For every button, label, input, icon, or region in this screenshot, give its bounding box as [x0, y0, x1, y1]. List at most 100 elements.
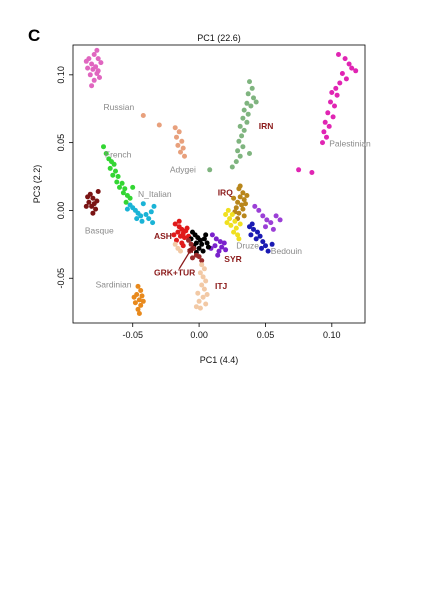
data-point: [244, 193, 250, 198]
data-point: [135, 306, 141, 312]
data-point: [203, 278, 209, 284]
data-point: [239, 202, 245, 208]
x-axis-title: PC1 (4.4): [200, 355, 239, 365]
data-point: [265, 248, 271, 254]
data-point: [119, 180, 125, 186]
data-point: [213, 236, 219, 242]
data-point: [176, 129, 182, 135]
y-tick-label: 0.10: [56, 66, 66, 84]
data-point: [263, 224, 268, 230]
data-point: [196, 254, 202, 260]
data-point: [127, 195, 133, 201]
data-point: [346, 61, 352, 67]
data-point: [140, 113, 146, 118]
series-label: IRN: [259, 121, 274, 131]
series-label: SYR: [224, 254, 241, 264]
data-point: [199, 282, 205, 288]
data-point: [122, 186, 128, 192]
data-point: [87, 191, 93, 197]
data-point: [237, 183, 243, 189]
data-point: [201, 266, 207, 272]
data-point: [227, 216, 233, 222]
data-point: [260, 239, 266, 245]
data-point: [309, 170, 315, 175]
y-tick-label: -0.05: [56, 268, 66, 289]
data-point: [240, 206, 246, 212]
data-point: [203, 301, 209, 307]
data-point: [232, 218, 238, 224]
data-point: [239, 133, 245, 139]
data-point: [200, 294, 206, 300]
data-point: [244, 119, 250, 125]
data-point: [124, 206, 130, 212]
series-label: IRQ: [218, 188, 234, 198]
data-point: [85, 65, 91, 71]
data-point: [186, 237, 191, 243]
series-label: Bedouin: [271, 246, 302, 256]
data-point: [91, 52, 97, 57]
data-point: [94, 198, 100, 204]
data-point: [231, 195, 237, 201]
data-point: [140, 201, 146, 207]
data-point: [217, 239, 223, 245]
data-point: [330, 114, 336, 120]
data-point: [205, 244, 211, 250]
data-point: [123, 199, 129, 205]
data-point: [251, 226, 256, 232]
series-label: ITJ: [215, 281, 228, 291]
data-point: [224, 220, 230, 226]
data-point: [353, 68, 359, 74]
data-point: [241, 107, 247, 113]
data-point: [233, 225, 239, 231]
data-point: [240, 144, 246, 150]
data-point: [171, 232, 177, 238]
data-point: [201, 236, 207, 242]
data-point: [237, 194, 243, 200]
data-point: [223, 247, 229, 253]
data-point: [219, 244, 225, 250]
data-point: [270, 226, 276, 232]
data-point: [248, 103, 254, 109]
data-point: [117, 184, 122, 190]
population-labels: Russian Palestinian IRN Adygei French N_Itali…: [85, 102, 371, 291]
data-point: [140, 298, 146, 304]
data-point: [244, 100, 250, 106]
data-point: [174, 237, 179, 243]
data-point: [259, 245, 264, 251]
data-point: [190, 255, 195, 261]
data-point: [277, 217, 283, 223]
data-point: [329, 90, 335, 95]
data-point: [89, 61, 95, 67]
data-point: [95, 189, 101, 194]
series-label: Russian: [104, 102, 135, 112]
data-point: [255, 229, 260, 235]
data-point: [98, 60, 104, 66]
data-point: [182, 153, 187, 159]
data-point: [268, 220, 274, 226]
data-point: [249, 85, 255, 91]
data-point: [241, 197, 247, 203]
data-point: [101, 144, 106, 150]
data-point: [156, 122, 162, 128]
data-point: [257, 233, 263, 239]
data-point: [231, 229, 237, 235]
data-point: [233, 159, 239, 165]
data-point: [223, 212, 229, 217]
data-point: [229, 212, 235, 217]
series-label: ASH: [154, 231, 172, 241]
data-point: [199, 258, 205, 264]
x-tick-label: -0.05: [122, 330, 143, 340]
data-point: [179, 138, 185, 144]
data-point: [237, 123, 243, 129]
data-point: [325, 110, 331, 116]
data-point: [209, 232, 215, 238]
data-point: [342, 56, 348, 62]
data-point: [175, 229, 181, 235]
data-point: [207, 167, 213, 173]
data-point: [236, 210, 242, 216]
data-point: [233, 205, 239, 211]
data-point: [139, 293, 145, 299]
data-point: [269, 241, 275, 247]
data-point: [197, 237, 203, 243]
data-point: [339, 71, 345, 76]
